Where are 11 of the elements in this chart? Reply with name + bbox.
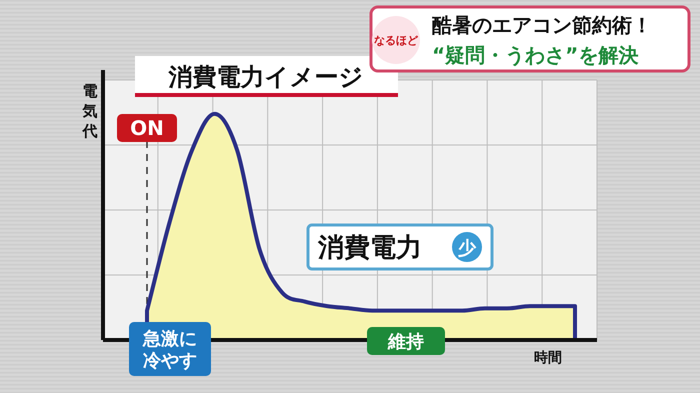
annotation: 急激に冷やす: [142, 328, 197, 372]
annotation: 維持: [367, 327, 445, 355]
annotation: 急激に冷やす: [129, 322, 211, 376]
annotation: ON: [130, 116, 164, 140]
banner: なるほど 酷暑のエアコン節約術！ “疑問・うわさ”を解決: [370, 6, 690, 72]
annotation: ON: [117, 114, 177, 142]
annotation: 維持: [387, 331, 424, 352]
chart-title: 消費電力イメージ: [168, 63, 364, 91]
annotation: 消費電力少: [306, 224, 494, 270]
ylabel: 電気代: [82, 82, 98, 140]
x-axis-title: 時間: [534, 350, 562, 366]
